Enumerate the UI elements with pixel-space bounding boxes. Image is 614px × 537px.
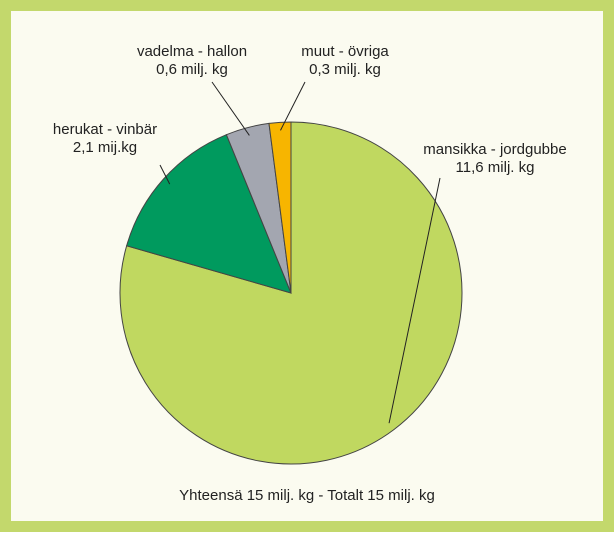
leader-line [211,81,250,136]
value-label: 2,1 mij.kg [73,139,137,156]
slice-label: muut - övriga [301,43,389,60]
pie-slice [126,134,292,294]
value-label: 0,6 milj. kg [156,61,228,78]
leader-line [280,81,306,131]
pie-slice [268,121,292,294]
slice-label: herukat - vinbär [53,121,157,138]
slice-label: vadelma - hallon [137,43,247,60]
leader-line [388,177,441,424]
value-label: 0,3 milj. kg [309,61,381,78]
slice-label: mansikka - jordgubbe [423,141,566,158]
value-label: 11,6 milj. kg [456,159,535,176]
leader-line [159,164,171,185]
annotation: Yhteensä 15 milj. kg - Totalt 15 milj. k… [179,487,435,504]
